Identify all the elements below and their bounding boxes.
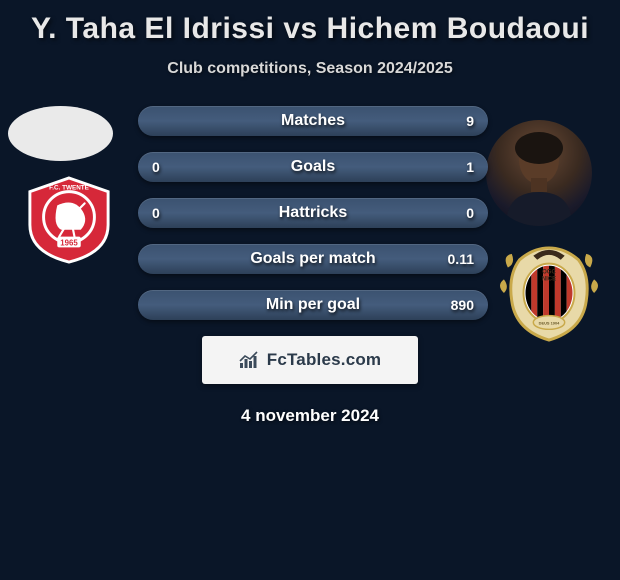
stat-label: Matches xyxy=(281,112,345,130)
stat-bars: Matches 9 0 Goals 1 0 Hattricks 0 Goals … xyxy=(138,106,488,320)
footer-brand-text: FcTables.com xyxy=(267,350,382,370)
subtitle: Club competitions, Season 2024/2025 xyxy=(0,60,620,78)
footer-brand-badge: FcTables.com xyxy=(202,336,418,384)
svg-text:DEUS 1904: DEUS 1904 xyxy=(539,320,560,325)
stat-label: Goals per match xyxy=(250,250,375,268)
stat-right-value: 1 xyxy=(466,159,474,175)
footer-date: 4 november 2024 xyxy=(0,406,620,426)
club-right-crest: OGC NICE DEUS 1904 xyxy=(498,246,600,344)
club-left-crest: 1965 F.C. TWENTE xyxy=(20,176,118,264)
stat-row-hattricks: 0 Hattricks 0 xyxy=(138,198,488,228)
player-left-avatar xyxy=(8,106,113,161)
svg-text:NICE: NICE xyxy=(542,276,556,282)
stat-right-value: 9 xyxy=(466,113,474,129)
player-right-avatar xyxy=(486,120,592,226)
stat-label: Min per goal xyxy=(266,296,360,314)
svg-text:OGC: OGC xyxy=(542,269,556,275)
stat-label: Hattricks xyxy=(279,204,347,222)
page-title: Y. Taha El Idrissi vs Hichem Boudaoui xyxy=(0,0,620,46)
comparison-content: 1965 F.C. TWENTE OGC NICE DEUS xyxy=(0,106,620,320)
stat-right-value: 0.11 xyxy=(448,251,474,267)
stat-row-goals: 0 Goals 1 xyxy=(138,152,488,182)
stat-right-value: 0 xyxy=(466,205,474,221)
stat-row-matches: Matches 9 xyxy=(138,106,488,136)
svg-text:F.C. TWENTE: F.C. TWENTE xyxy=(49,185,89,192)
stat-left-value: 0 xyxy=(152,159,160,175)
stat-right-value: 890 xyxy=(451,297,474,313)
chart-icon xyxy=(239,351,261,369)
stat-left-value: 0 xyxy=(152,205,160,221)
stat-row-mpg: Min per goal 890 xyxy=(138,290,488,320)
crest-left-year: 1965 xyxy=(60,238,78,247)
stat-row-gpm: Goals per match 0.11 xyxy=(138,244,488,274)
stat-label: Goals xyxy=(291,158,335,176)
